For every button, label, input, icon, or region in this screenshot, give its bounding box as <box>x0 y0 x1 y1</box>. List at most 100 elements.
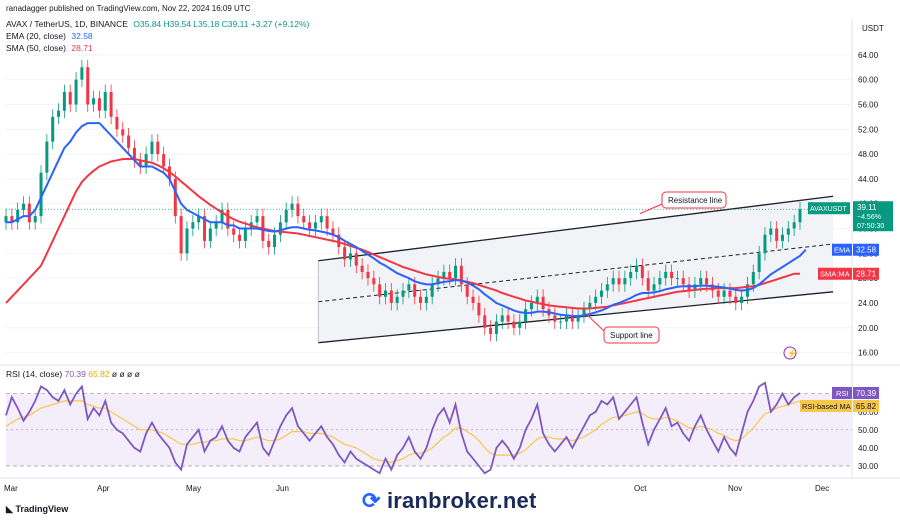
candle-body <box>10 216 14 223</box>
rsi-legend: RSI (14, close) 70.39 65.82 ø ø ø ø <box>6 369 140 379</box>
candle-body <box>693 284 697 291</box>
candle-body <box>611 278 615 285</box>
candle-body <box>786 228 790 235</box>
rsi-value-tag: 70.39 <box>856 389 877 398</box>
tradingview-logo[interactable]: ◣ TradingView <box>6 504 68 515</box>
candle-body <box>681 278 685 285</box>
rsi-tick-label: 60.00 <box>858 408 879 417</box>
candle-body <box>302 216 306 223</box>
support-callout-text: Support line <box>610 331 653 340</box>
candle-body <box>4 216 8 223</box>
tradingview-text: TradingView <box>15 504 69 514</box>
candle-body <box>191 222 195 229</box>
candle-body <box>16 209 20 223</box>
sma-tag-bg <box>818 267 852 280</box>
candle-body <box>559 321 563 323</box>
time-tick-label: Jun <box>276 484 289 493</box>
candle-body <box>512 321 516 328</box>
candle-body <box>652 284 656 291</box>
candle-body <box>646 278 650 291</box>
candle-body <box>617 278 621 285</box>
candle-body <box>728 290 732 297</box>
candle-body <box>208 228 212 241</box>
candle-body <box>489 327 493 334</box>
tradingview-icon: ◣ <box>6 504 13 514</box>
candle-body <box>705 278 709 285</box>
candle-body <box>675 278 679 280</box>
candle-body <box>769 228 773 235</box>
candle-body <box>203 216 206 241</box>
candle-body <box>366 271 370 279</box>
candle-body <box>360 265 364 272</box>
rsi-ma-tag-bg <box>800 399 852 412</box>
candle-body <box>594 296 598 303</box>
symbol-row: AVAX / TetherUS, 1D, BINANCE O35.84 H39.… <box>6 18 312 30</box>
rsi-tick-label: 30.00 <box>858 462 879 471</box>
watermark-text: iranbroker.net <box>386 488 537 513</box>
time-tick-label: Oct <box>634 484 647 493</box>
candle-body <box>763 234 767 254</box>
candle-body <box>775 228 779 241</box>
resistance-line <box>318 195 834 262</box>
symbol-label: AVAX / TetherUS, 1D, BINANCE <box>6 19 128 29</box>
time-tick-label: May <box>186 484 201 493</box>
rsi-line <box>5 381 801 475</box>
countdown-tag: 07:50:30 <box>857 223 884 230</box>
candle-body <box>629 271 633 279</box>
candle-body <box>179 216 183 254</box>
candle-body <box>121 129 125 136</box>
candle-body <box>127 135 131 148</box>
currency-label: USDT <box>862 24 884 33</box>
rsi-tag-bg <box>832 386 852 399</box>
candle-body <box>39 172 43 217</box>
candle-body <box>722 290 726 297</box>
candle-body <box>477 302 481 316</box>
candle-body <box>296 203 300 217</box>
symbol-tag-text: AVAXUSDT <box>810 206 847 213</box>
candle-body <box>132 147 136 161</box>
candle-body <box>348 253 352 260</box>
candle-body <box>395 296 399 303</box>
candle-body <box>570 315 574 322</box>
candle-body <box>103 92 107 111</box>
sma-label: SMA (50, close) <box>6 43 66 53</box>
candle-body <box>74 79 78 105</box>
candle-body <box>354 253 358 266</box>
candle-body <box>459 265 463 285</box>
ema-value-bg <box>853 243 879 256</box>
rsi-value-bg <box>853 386 879 399</box>
candle-body <box>97 98 101 111</box>
candle-body <box>232 228 236 235</box>
candle-body <box>33 216 37 223</box>
rsi-legend-extra: ø ø ø ø <box>111 369 140 379</box>
price-tick-label: 48.00 <box>858 150 879 159</box>
candle-body <box>792 222 796 229</box>
rsi-ma-value-bg <box>853 399 879 412</box>
candle-body <box>214 222 218 229</box>
candle-body <box>273 234 277 248</box>
candle-body <box>494 321 498 334</box>
candle-body <box>500 315 504 322</box>
candle-body <box>57 110 61 117</box>
candle-body <box>378 284 382 297</box>
price-tick-label: 56.00 <box>858 100 879 109</box>
resistance-callout-text: Resistance line <box>668 196 723 205</box>
candle-body <box>588 302 592 310</box>
candle-body <box>535 296 539 303</box>
change-tag: −4.56% <box>857 214 881 221</box>
candle-body <box>197 216 201 223</box>
candle-body <box>430 284 434 297</box>
candle-body <box>372 278 376 285</box>
candle-body <box>290 203 294 210</box>
price-tick-label: 24.00 <box>858 299 879 308</box>
price-legend: AVAX / TetherUS, 1D, BINANCE O35.84 H39.… <box>6 18 312 54</box>
candle-body <box>138 160 142 167</box>
candle-body <box>716 290 720 297</box>
candle-body <box>337 234 341 248</box>
rsi-legend-value: 70.39 <box>64 369 86 379</box>
price-tick-label: 64.00 <box>858 51 879 60</box>
candle-body <box>506 315 510 322</box>
candle-body <box>699 278 703 285</box>
resistance-callout-pointer <box>639 203 663 215</box>
